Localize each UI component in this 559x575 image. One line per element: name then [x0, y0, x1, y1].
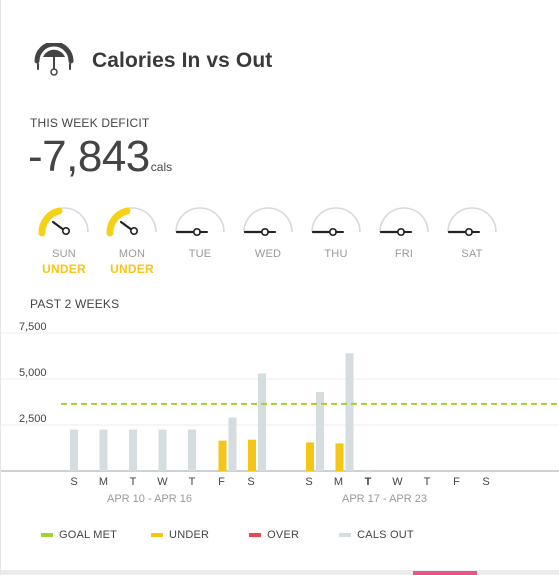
deficit-unit: cals [150, 160, 173, 174]
x-day-label: T [424, 476, 431, 488]
gauge-icon [175, 207, 225, 236]
x-day-label: T [130, 476, 137, 488]
week-deficit-label: THIS WEEK DEFICIT [30, 116, 150, 130]
card-header: Calories In vs Out [33, 36, 272, 86]
scale-gauge-icon [34, 43, 74, 76]
card-title: Calories In vs Out [92, 49, 273, 72]
gauge-icon [379, 207, 429, 236]
bottom-divider [1, 570, 559, 575]
week-deficit: -7,843 cals [28, 133, 172, 181]
y-tick-label: 2,500 [19, 413, 47, 425]
week-range-label: APR 10 - APR 16 [107, 493, 192, 505]
gauge-icon [38, 207, 89, 237]
legend-item: OVER [249, 529, 299, 541]
cals-out-bar[interactable] [129, 429, 137, 471]
day-name: FRI [394, 248, 414, 260]
x-day-label: S [70, 476, 77, 488]
chart-legend: GOAL MET UNDER OVER CALS OUT [41, 529, 448, 541]
past-two-weeks-label: PAST 2 WEEKS [30, 297, 120, 311]
legend-label: CALS OUT [357, 529, 414, 541]
x-day-label: S [247, 476, 254, 488]
under-bar[interactable] [248, 439, 256, 471]
cals-out-bar[interactable] [316, 391, 324, 471]
x-day-label: W [157, 476, 168, 488]
day-status: UNDER [42, 262, 86, 276]
day-name: SUN [52, 248, 76, 260]
gauge-icon [311, 207, 361, 236]
x-day-label: T [189, 476, 196, 488]
day-name: WED [254, 248, 282, 260]
cals-out-bar[interactable] [345, 353, 354, 471]
gauge-icon [243, 207, 293, 236]
cals-out-bar[interactable] [158, 429, 167, 471]
cals-out-bar[interactable] [228, 417, 237, 471]
day-name: TUE [188, 248, 212, 260]
x-day-label: T [365, 476, 372, 488]
y-tick-label: 5,000 [19, 367, 47, 379]
cals-out-bar[interactable] [258, 373, 266, 471]
day-gauge-wed: WED [241, 205, 295, 262]
day-gauges: SUN UNDER MON UNDER TUE WED THU FRI SAT [37, 205, 517, 285]
legend-item: UNDER [151, 529, 209, 541]
legend-swatch [339, 533, 352, 537]
day-name: MON [118, 248, 146, 260]
legend-swatch [41, 533, 53, 537]
day-gauge-thu: THU [309, 205, 363, 262]
legend-label: OVER [267, 529, 300, 541]
day-gauge-sun: SUN UNDER [37, 205, 91, 276]
x-day-label: S [305, 476, 312, 488]
legend-swatch [151, 533, 164, 537]
gauge-icon [106, 207, 157, 237]
cals-out-bar[interactable] [70, 429, 78, 471]
x-day-label: M [334, 476, 343, 488]
under-bar[interactable] [218, 440, 227, 471]
cals-out-bar[interactable] [99, 429, 108, 471]
legend-item: GOAL MET [41, 529, 117, 541]
day-name: SAT [461, 248, 483, 260]
day-gauge-sat: SAT [445, 205, 499, 262]
x-day-label: M [99, 476, 108, 488]
past-two-weeks-chart: 2,500 5,000 7,500 S M T W T F S APR 10 - APR 16 S M T… [1, 322, 559, 505]
cals-out-bar[interactable] [188, 429, 196, 471]
cals-out-bar[interactable] [364, 469, 372, 471]
day-status: UNDER [110, 262, 154, 276]
legend-label: GOAL MET [59, 529, 118, 541]
deficit-value: -7,843 [28, 132, 150, 181]
day-gauge-fri: FRI [377, 205, 431, 262]
legend-swatch [249, 533, 262, 537]
x-day-label: W [392, 476, 403, 488]
under-bar[interactable] [335, 443, 344, 471]
day-gauge-tue: TUE [173, 205, 227, 262]
x-day-label: F [218, 476, 225, 488]
x-day-label: S [482, 476, 489, 488]
week-range-label: APR 17 - APR 23 [342, 493, 427, 505]
day-name: THU [324, 248, 348, 260]
day-gauge-mon: MON UNDER [105, 205, 159, 276]
y-tick-label: 7,500 [19, 322, 47, 333]
x-day-label: F [453, 476, 460, 488]
legend-item: CALS OUT [339, 529, 414, 541]
gauge-icon [447, 207, 497, 236]
scroll-indicator [413, 571, 477, 575]
under-bar[interactable] [306, 442, 314, 471]
legend-label: UNDER [169, 529, 210, 541]
